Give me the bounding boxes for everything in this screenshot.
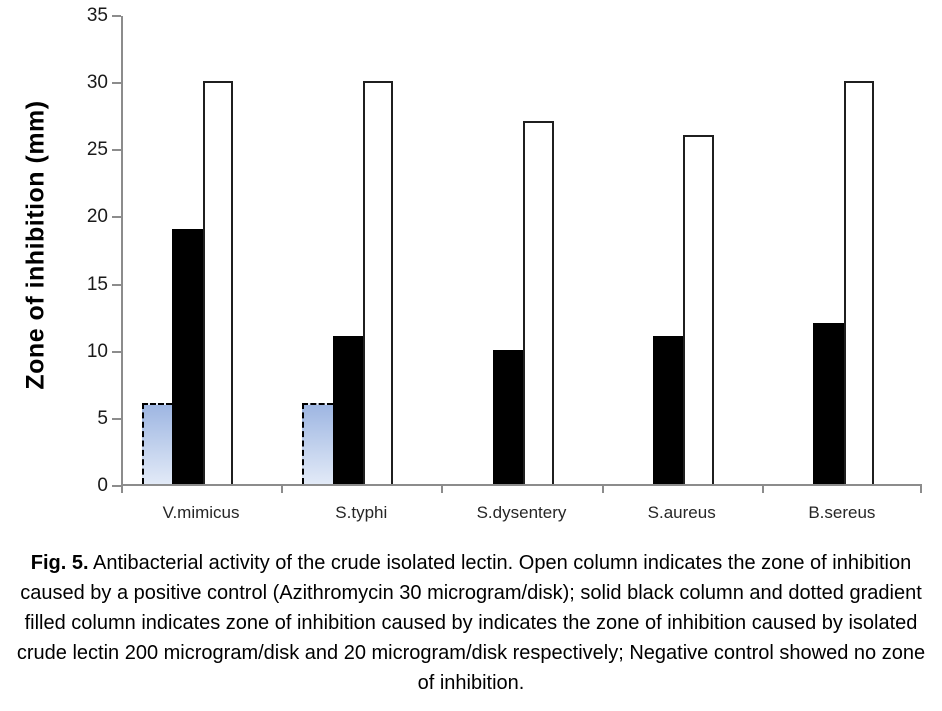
category-label: V.mimicus [162,503,240,522]
bar-open-white [843,81,874,484]
y-tick-mark [112,149,121,152]
y-axis-title: Zone of inhibition (mm) [21,100,50,390]
y-tick-label: 5 [97,407,108,429]
bar-solid-black [813,322,844,484]
bar-open-white [683,134,714,484]
y-tick-label: 15 [86,273,108,295]
x-tick-mark [761,486,764,493]
figure-caption-label: Fig. 5. [30,552,89,574]
bar-open-white [363,81,394,484]
x-tick-mark [441,486,444,493]
y-tick-mark [112,417,121,420]
y-tick-label: 0 [97,475,108,496]
bar-chart: Zone of inhibition (mm) 0 5 10 15 20 25 30 35 V.… [21,5,922,522]
bar-solid-black [172,228,203,484]
y-tick-mark [112,82,121,85]
bar-solid-black [653,336,684,484]
bar-solid-black [332,336,363,484]
y-tick-mark [112,485,121,487]
y-tick-mark [112,15,121,17]
category-label: S.aureus [647,503,716,522]
y-tick-label: 30 [86,72,108,94]
category-label: B.sereus [808,503,876,522]
figure-caption: Fig. 5. Antibacterial activity of the cr… [3,548,939,698]
figure-caption-text: Antibacterial activity of the crude isol… [16,552,926,694]
x-tick-mark [601,486,604,493]
y-tick-label: 25 [86,139,108,161]
y-tick-label: 35 [86,5,108,26]
x-tick-mark [121,486,123,493]
bar-open-white [202,81,234,484]
bar-gradient-dashed [302,403,333,484]
category-label: S.typhi [335,503,388,522]
category-label: S.dysentery [476,503,567,522]
y-tick-label: 10 [86,340,108,362]
plot-area [121,16,922,486]
x-tick-mark [281,486,284,493]
y-tick-mark [112,216,121,219]
y-tick-label: 20 [86,206,108,228]
x-tick-mark [920,486,922,493]
bar-solid-black [492,349,524,484]
bar-open-white [523,121,554,484]
y-tick-mark [112,350,121,353]
bar-gradient-dashed [142,403,173,484]
y-tick-mark [112,283,121,286]
